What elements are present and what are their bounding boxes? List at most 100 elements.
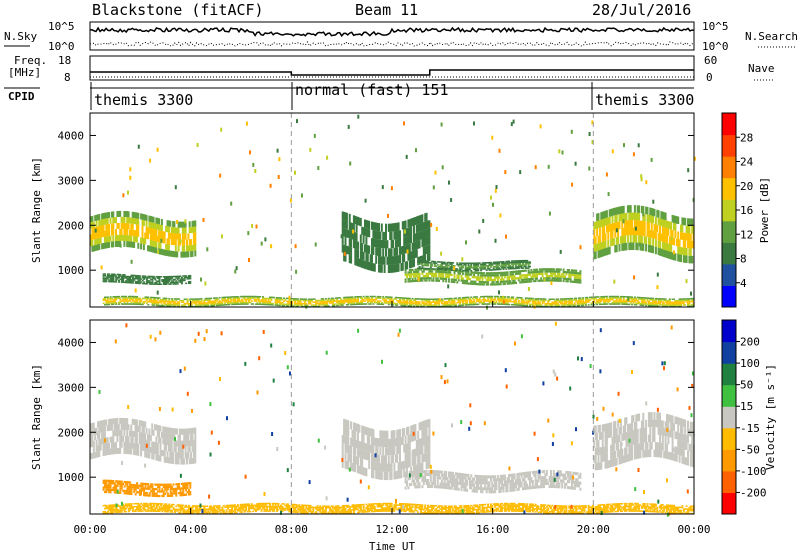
heatmap-cell [427, 228, 429, 237]
heatmap-cell [548, 298, 551, 300]
heatmap-cell [278, 297, 281, 299]
heatmap-cell [605, 295, 608, 298]
heatmap-cell [379, 300, 382, 302]
heatmap-cell [515, 270, 517, 273]
heatmap-cell [568, 269, 571, 272]
heatmap-cell [154, 448, 156, 455]
heatmap-cell [390, 231, 393, 240]
heatmap-cell [259, 296, 262, 298]
heatmap-cell [421, 279, 424, 282]
heatmap-cell [103, 230, 106, 237]
heatmap-cell [403, 220, 406, 230]
heatmap-cell [524, 264, 527, 266]
heatmap-cell [410, 300, 413, 303]
heatmap-cell [131, 279, 134, 281]
heatmap-cell [191, 433, 194, 440]
heatmap-cell [232, 299, 235, 301]
scatter-cell [465, 240, 467, 245]
heatmap-cell [407, 236, 410, 245]
heatmap-cell [671, 303, 674, 305]
heatmap-cell [155, 442, 158, 449]
heatmap-cell [365, 236, 368, 245]
heatmap-cell [124, 436, 127, 442]
heatmap-cell [681, 298, 684, 300]
heatmap-cell [461, 303, 464, 305]
heatmap-cell [149, 245, 152, 252]
scatter-cell [381, 185, 384, 190]
scatter-cell [690, 291, 692, 296]
heatmap-cell [184, 446, 187, 453]
heatmap-cell [538, 302, 541, 305]
heatmap-cell [131, 241, 134, 248]
heatmap-cell [615, 300, 618, 302]
heatmap-cell [246, 303, 249, 305]
heatmap-cell [618, 298, 621, 301]
scatter-cell [570, 129, 573, 134]
heatmap-cell [691, 226, 694, 234]
heatmap-cell [140, 299, 143, 301]
heatmap-cell [378, 247, 380, 256]
heatmap-cell [140, 438, 143, 445]
heatmap-cell [110, 211, 113, 218]
heatmap-cell [266, 303, 269, 306]
heatmap-cell [685, 299, 688, 302]
heatmap-cell [413, 217, 415, 226]
heatmap-cell [612, 238, 615, 246]
heatmap-cell [425, 277, 428, 280]
heatmap-cell [245, 295, 248, 298]
heatmap-cell [600, 212, 603, 220]
heatmap-cell [566, 277, 569, 281]
heatmap-cell [142, 433, 145, 440]
heatmap-cell [106, 230, 109, 237]
heatmap-cell [584, 298, 587, 300]
heatmap-cell [175, 277, 178, 279]
heatmap-cell [351, 223, 354, 232]
heatmap-cell [166, 451, 169, 458]
heatmap-cell [185, 484, 188, 487]
heatmap-cell [473, 268, 476, 270]
heatmap-cell [533, 275, 536, 278]
heatmap-cell [673, 237, 675, 246]
scatter-cell [527, 287, 530, 291]
heatmap-cell [122, 234, 124, 241]
heatmap-cell [331, 300, 334, 303]
heatmap-cell [652, 245, 655, 254]
heatmap-cell [474, 264, 477, 266]
heatmap-cell [354, 257, 357, 266]
heatmap-cell [126, 448, 129, 455]
heatmap-cell [501, 261, 504, 263]
scatter-cell [588, 132, 591, 136]
heatmap-cell [269, 296, 271, 298]
heatmap-cell [670, 229, 673, 237]
heatmap-cell [352, 240, 355, 249]
heatmap-cell [147, 233, 149, 240]
heatmap-cell [235, 302, 238, 304]
heatmap-cell [646, 221, 649, 230]
heatmap-cell [659, 240, 661, 249]
heatmap-cell [547, 299, 550, 302]
heatmap-cell [422, 301, 425, 303]
heatmap-cell [499, 261, 502, 263]
heatmap-cell [159, 242, 162, 249]
heatmap-cell [170, 451, 173, 458]
heatmap-cell [227, 303, 229, 306]
heatmap-cell [687, 233, 689, 241]
heatmap-cell [128, 448, 131, 455]
heatmap-cell [98, 427, 101, 433]
heatmap-cell [160, 231, 163, 237]
heatmap-cell [312, 301, 315, 303]
heatmap-cell [622, 296, 625, 298]
heatmap-cell [253, 298, 256, 301]
heatmap-cell [155, 303, 158, 305]
heatmap-cell [344, 253, 347, 262]
heatmap-cell [167, 439, 170, 446]
heatmap-cell [152, 283, 155, 285]
heatmap-cell [113, 275, 116, 277]
heatmap-cell [115, 442, 117, 449]
heatmap-cell [123, 216, 126, 223]
heatmap-cell [183, 227, 186, 234]
heatmap-cell [123, 485, 126, 488]
heatmap-cell [103, 431, 106, 438]
heatmap-cell [468, 268, 471, 270]
heatmap-cell [180, 304, 183, 306]
